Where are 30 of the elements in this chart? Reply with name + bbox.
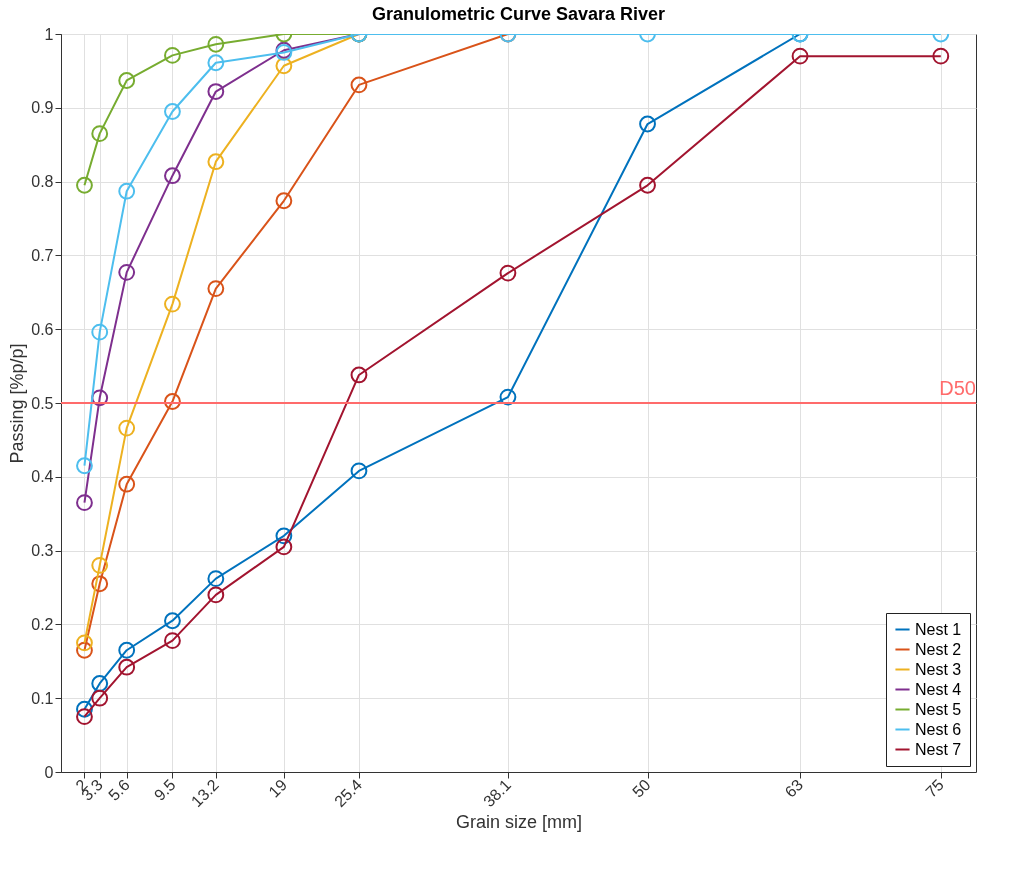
legend-label: Nest 3 — [915, 660, 962, 678]
x-tick-label: 5.6 — [105, 776, 133, 804]
x-tick-label: 50 — [629, 776, 654, 801]
y-tick-label: 0.9 — [31, 99, 54, 117]
legend-label: Nest 2 — [915, 640, 962, 658]
chart-title: Granulometric Curve Savara River — [371, 4, 666, 24]
y-tick-label: 1 — [44, 25, 54, 43]
legend-label: Nest 1 — [915, 620, 962, 638]
y-tick-label: 0.6 — [31, 320, 54, 338]
y-tick-label: 0.1 — [31, 689, 54, 707]
y-axis-title: Passing [%p/p] — [7, 343, 28, 464]
legend-label: Nest 6 — [915, 720, 962, 738]
x-axis-title: Grain size [mm] — [455, 812, 583, 833]
x-tick-label: 75 — [922, 776, 948, 801]
ref-line-label: D50 — [939, 377, 976, 399]
x-tick-label: 9.5 — [150, 776, 179, 804]
x-tick-label: 38.1 — [480, 776, 515, 811]
legend-label: Nest 7 — [915, 740, 962, 758]
y-tick-label: 0.8 — [31, 173, 54, 191]
x-tick-label: 13.2 — [187, 776, 223, 811]
legend-label: Nest 5 — [915, 700, 962, 718]
x-tick-label: 63 — [781, 776, 807, 801]
y-tick-label: 0.5 — [31, 394, 54, 412]
y-tick-label: 0.7 — [31, 246, 54, 264]
y-tick-label: 0.4 — [31, 468, 54, 486]
legend-label: Nest 4 — [915, 680, 962, 698]
x-tick-label: 19 — [265, 776, 291, 801]
y-tick-label: 0.2 — [31, 615, 54, 633]
y-tick-label: 0.3 — [31, 542, 54, 560]
y-tick-label: 0 — [44, 763, 54, 781]
